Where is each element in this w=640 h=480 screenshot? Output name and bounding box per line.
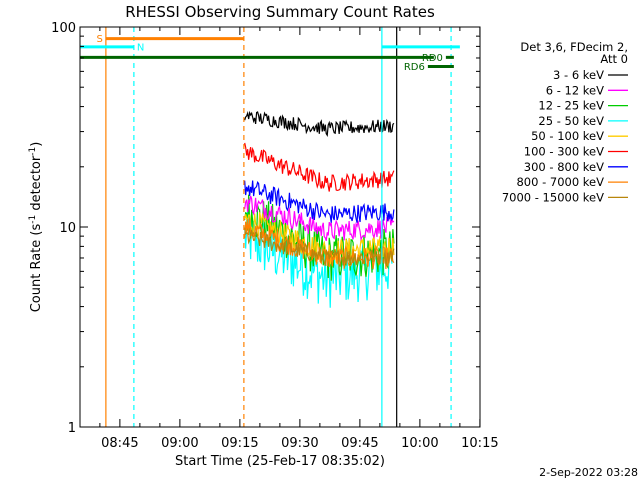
state-bar-label-n: N [137,42,144,53]
series-300-800kev-line [244,180,395,223]
series-800-7000kev-line [244,218,395,270]
series-25-50kev-line [244,207,395,308]
series-3-6kev-line [244,110,395,137]
legend-label-5: 50 - 100 keV [531,129,604,143]
legend-label-9: 7000 - 15000 keV [502,190,604,204]
legend-label-7: 300 - 800 keV [524,160,604,174]
legend-label-6: 100 - 300 keV [524,145,604,159]
legend-label-3: 12 - 25 keV [538,99,604,113]
axes: 08:45 09:00 09:15 09:30 09:45 10:00 10:15 1 10 10… [51,21,498,451]
x-tick-label: 09:15 [221,436,258,451]
legend-label-4: 25 - 50 keV [538,114,604,128]
x-tick-label: 09:30 [281,436,318,451]
x-tick-label: 09:45 [341,436,378,451]
x-tick-label: 10:15 [461,436,498,451]
data-layer [244,110,395,308]
legend-label-8: 800 - 7000 keV [516,175,604,189]
x-tick-label: 10:00 [401,436,438,451]
y-tick-label: 100 [51,21,76,36]
series-6-12kev-line [244,195,395,242]
series-7000-15000kev-line [244,227,395,267]
y-label-mid: detector [29,155,44,215]
y-tick-label: 10 [59,221,76,236]
state-bar-label-rd6: RD6 [404,62,425,73]
x-tick-label: 08:45 [101,436,138,451]
series-100-300kev-line [244,142,395,192]
y-label-exp1: -1 [28,215,38,224]
legend-label-1: 3 - 6 keV [553,68,604,82]
x-axis-label: Start Time (25-Feb-17 08:35:02) [175,454,385,469]
state-bar-label-s: S [97,34,103,45]
chart-title: RHESSI Observing Summary Count Rates [125,3,435,21]
footer-date: 2-Sep-2022 03:28 [539,466,638,479]
y-axis-label: Count Rate (s-1 detector-1) [28,142,44,313]
legend-label-2: 6 - 12 keV [546,83,604,97]
y-tick-label: 1 [68,421,76,436]
x-tick-label: 09:00 [161,436,198,451]
y-label-suffix: ) [29,142,44,147]
y-label-exp2: -1 [28,147,38,156]
vertical-markers [105,27,452,427]
y-label-prefix: Count Rate (s [29,224,44,313]
legend-header-line-2: Att 0 [600,52,628,66]
legend-header-line-1: Det 3,6, FDecim 2, [520,40,628,54]
state-bar-label-rd0: RD0 [422,53,443,64]
